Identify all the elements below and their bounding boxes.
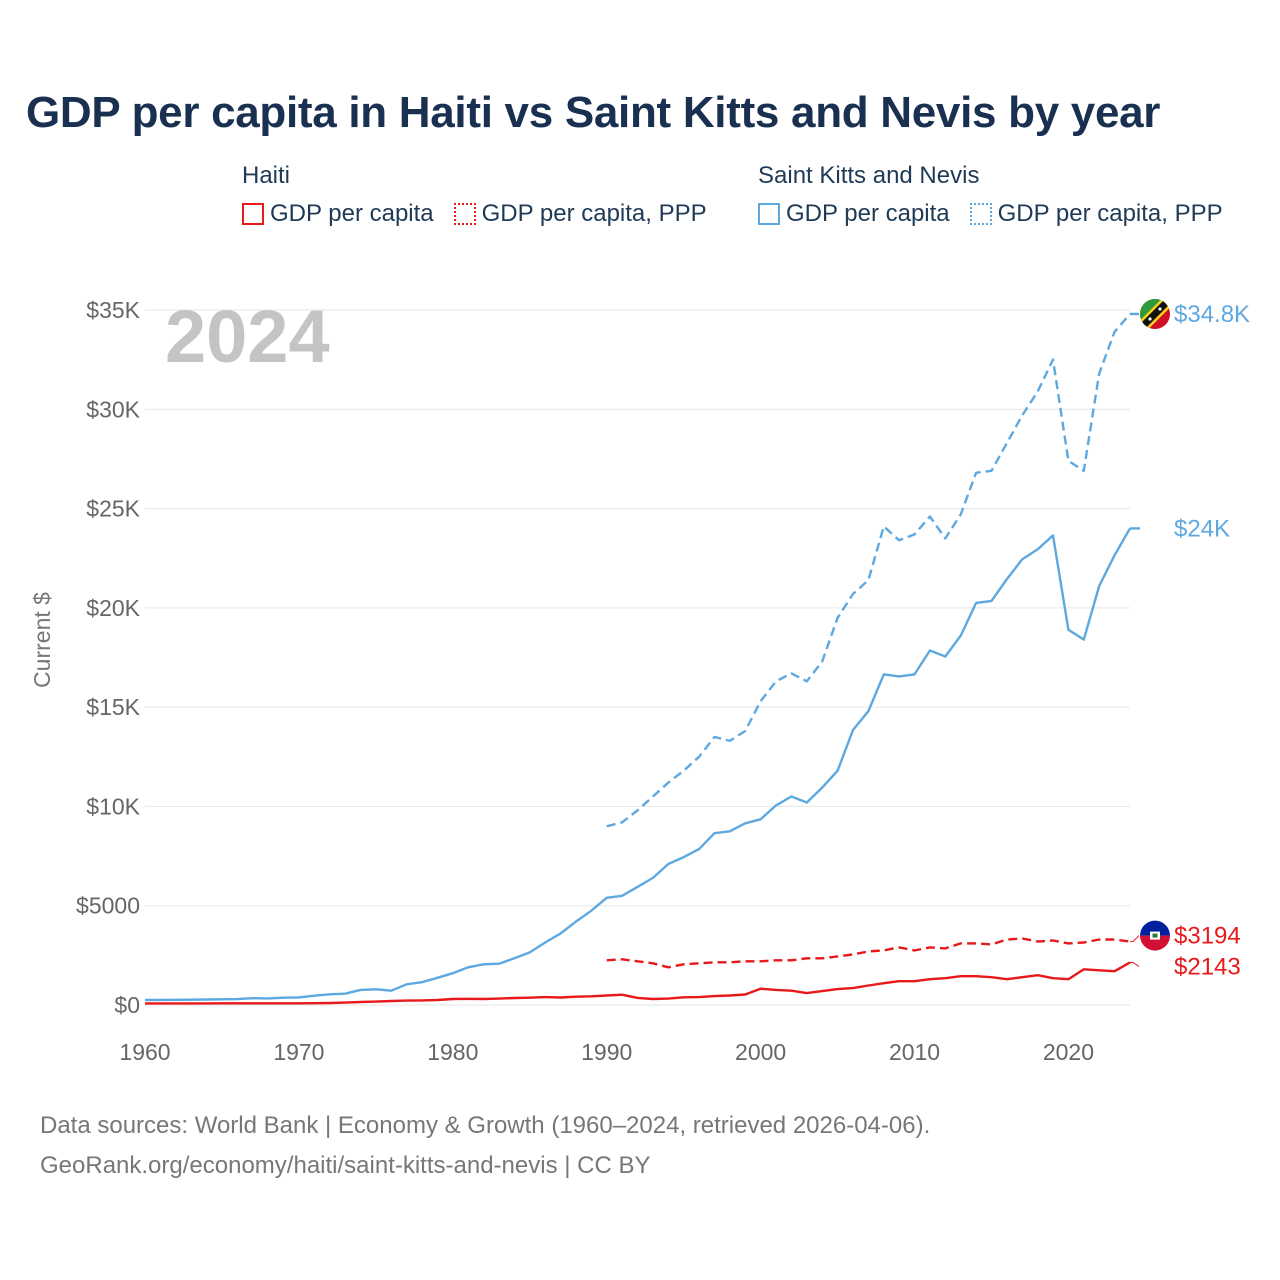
legend-skn-ppp[interactable]: GDP per capita, PPP [969, 200, 1223, 228]
legend-swatch-solid-blue [758, 203, 780, 225]
legend-skn-title: Saint Kitts and Nevis [758, 162, 980, 189]
legend-skn-ppp-label: GDP per capita, PPP [997, 200, 1223, 227]
year-label: 2024 [165, 295, 330, 378]
flag-emblem [1152, 933, 1158, 938]
source-line-2[interactable]: GeoRank.org/economy/haiti/saint-kitts-an… [40, 1152, 651, 1179]
legend-swatch-dotted-red [453, 203, 476, 225]
end-label-connector [1130, 935, 1140, 943]
legend-haiti-title: Haiti [242, 162, 291, 189]
series-line-haiti-gdp [145, 961, 1131, 1005]
x-tick-label: 1960 [119, 1039, 170, 1065]
series-line-haiti-ppp [606, 937, 1131, 969]
legend-haiti-gdp[interactable]: GDP per capita [242, 200, 434, 228]
y-axis-title: Current $ [29, 592, 55, 688]
flag-black-band [1137, 510, 1173, 546]
flag-star [1148, 532, 1151, 535]
flag-body [1140, 920, 1170, 951]
end-label-connector [1130, 961, 1140, 967]
flag-white-panel [1150, 962, 1160, 970]
flag-blue-half [1140, 920, 1170, 936]
legend-haiti-gdp-label: GDP per capita [270, 200, 434, 227]
legend-skn-gdp-label: GDP per capita [786, 200, 950, 227]
end-value-label: $34.8K [1174, 301, 1250, 328]
end-value-label: $2143 [1174, 953, 1241, 980]
y-tick-label: $30K [86, 396, 140, 422]
end-value-label: $24K [1174, 515, 1230, 542]
y-tick-label: $5000 [76, 893, 140, 919]
series-line-skn-gdp [144, 527, 1132, 1002]
y-tick-label: $10K [86, 793, 140, 819]
legend-swatch-dotted-blue [969, 203, 992, 225]
x-tick-label: 2010 [889, 1039, 940, 1065]
flag-emblem [1153, 964, 1158, 968]
end-value-label: $3194 [1174, 923, 1241, 950]
chart-title: GDP per capita in Haiti vs Saint Kitts a… [26, 88, 1161, 137]
x-tick-label: 1970 [273, 1039, 324, 1065]
y-tick-label: $35K [86, 297, 140, 323]
flag-red-half [1140, 935, 1170, 951]
x-tick-label: 1980 [427, 1039, 478, 1065]
flag-star [1158, 307, 1162, 311]
y-tick-label: $20K [86, 595, 140, 621]
flag-red-half [1139, 966, 1171, 982]
skn-flag-icon [1140, 298, 1170, 329]
flag-red-field [1139, 512, 1171, 544]
flag-blue-half [1140, 950, 1170, 951]
x-tick-label: 2000 [735, 1039, 786, 1065]
legend-haiti-ppp[interactable]: GDP per capita, PPP [453, 200, 707, 228]
flag-green-field [1139, 512, 1171, 544]
x-tick-label: 2020 [1043, 1039, 1094, 1065]
y-tick-label: $15K [86, 694, 140, 720]
haiti-flag-icon [1140, 920, 1170, 951]
flag-star [1158, 522, 1161, 525]
source-line-1: Data sources: World Bank | Economy & Gro… [40, 1112, 931, 1139]
legend-skn: Saint Kitts and Nevis GDP per capita GDP… [758, 162, 1223, 228]
haiti-flag-icon [1139, 950, 1171, 982]
source-note: Data sources: World Bank | Economy & Gro… [40, 1106, 930, 1186]
skn-flag-icon [1137, 510, 1173, 546]
x-tick-label: 1990 [581, 1039, 632, 1065]
series-line-skn-ppp [606, 313, 1131, 828]
legend-skn-gdp[interactable]: GDP per capita [758, 200, 950, 228]
flag-body [1139, 950, 1171, 982]
legend-haiti: Haiti GDP per capita GDP per capita, PPP [242, 162, 707, 228]
y-tick-label: $0 [114, 992, 140, 1018]
flag-star [1148, 317, 1152, 321]
flag-yellow-band [1137, 510, 1173, 546]
legend-swatch-solid-red [242, 203, 264, 225]
flag-body [1140, 298, 1170, 329]
flag-body [1137, 510, 1173, 546]
y-tick-label: $25K [86, 496, 140, 522]
legend-haiti-ppp-label: GDP per capita, PPP [481, 200, 707, 227]
